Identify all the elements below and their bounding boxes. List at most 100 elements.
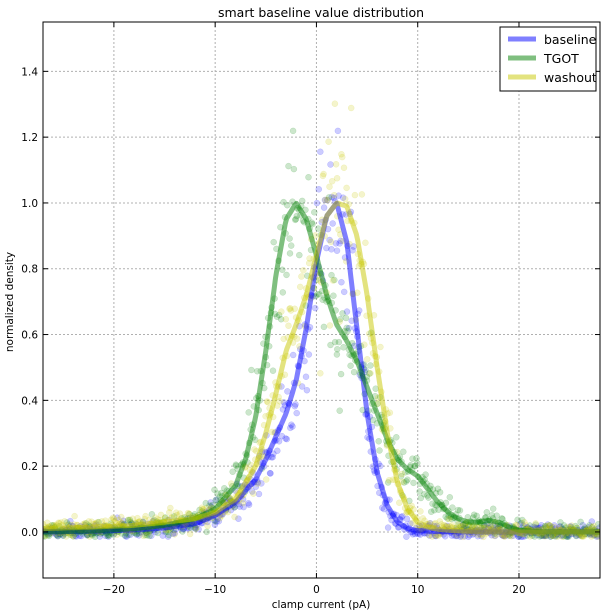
data-point [417, 494, 425, 502]
data-point [590, 522, 597, 530]
data-point [290, 165, 298, 173]
data-point [521, 518, 528, 526]
data-point [286, 305, 293, 313]
data-point [239, 499, 246, 507]
data-point [336, 407, 343, 414]
data-point [287, 424, 294, 432]
data-point [291, 402, 299, 410]
data-point [213, 518, 220, 525]
data-point [269, 453, 276, 461]
data-point [332, 161, 340, 168]
data-point [289, 127, 297, 135]
data-point [109, 514, 117, 522]
data-point [283, 271, 290, 279]
data-point [186, 530, 194, 538]
data-point [347, 104, 355, 112]
data-point [282, 435, 289, 442]
data-point [449, 504, 456, 511]
data-point [595, 520, 600, 528]
data-point [400, 448, 407, 456]
data-point [157, 511, 165, 519]
data-point [444, 515, 451, 522]
data-point [240, 503, 247, 511]
data-point [350, 368, 358, 376]
legend: baseline TGOT washout [499, 26, 597, 92]
data-point [489, 505, 497, 513]
data-point [335, 338, 343, 346]
data-point [407, 461, 414, 469]
data-point [71, 512, 78, 520]
data-point [252, 483, 260, 490]
data-point [305, 173, 312, 181]
y-tick-label: 1.0 [21, 198, 38, 210]
data-point [334, 127, 342, 135]
data-point [278, 308, 285, 315]
data-point [315, 291, 323, 298]
data-point [115, 516, 122, 524]
data-point [212, 496, 219, 504]
data-point [532, 520, 539, 527]
data-point [270, 238, 277, 246]
data-point [313, 199, 321, 207]
data-point [331, 338, 339, 346]
data-point [85, 518, 93, 525]
density-curves [43, 200, 600, 535]
data-point [325, 194, 333, 201]
data-point [325, 138, 332, 145]
chart-title: smart baseline value distribution [218, 5, 424, 20]
data-point [122, 533, 129, 540]
data-point [303, 386, 311, 394]
x-tick-label: −10 [204, 584, 226, 596]
data-point [298, 273, 305, 280]
data-point [427, 508, 435, 516]
data-point [367, 362, 374, 369]
data-point [211, 486, 218, 494]
data-point [375, 438, 382, 445]
plot-area [43, 22, 600, 578]
data-point [328, 177, 336, 185]
data-point [337, 370, 345, 378]
density-curve [43, 200, 600, 535]
data-point [403, 515, 411, 523]
data-point [206, 502, 213, 510]
y-tick-label: 1.4 [21, 66, 38, 78]
data-point [215, 518, 223, 525]
data-point [422, 471, 429, 478]
x-axis-label: clamp current (pA) [272, 599, 371, 611]
data-point [341, 195, 349, 203]
data-point [135, 532, 143, 539]
data-point [324, 196, 332, 204]
data-point [385, 476, 393, 484]
data-point [586, 522, 593, 529]
data-point [311, 304, 319, 312]
data-point [251, 446, 258, 453]
data-point [245, 409, 252, 416]
data-point [411, 462, 419, 469]
axis-ticks: −20 −10 0 10 20 0.0 0.2 0.4 0.6 0.8 1.0 1.2 1.4 [21, 22, 600, 596]
data-point [330, 191, 338, 199]
data-point [343, 308, 351, 315]
data-point [292, 401, 299, 408]
data-point [287, 242, 295, 249]
data-point [140, 532, 147, 540]
data-point [557, 519, 564, 526]
data-point [577, 518, 584, 526]
data-point [330, 292, 337, 299]
data-point [340, 288, 348, 296]
data-point [337, 237, 344, 245]
data-point [229, 468, 236, 475]
data-point [456, 507, 464, 514]
data-point [403, 478, 410, 485]
data-point [166, 509, 173, 516]
data-point [305, 351, 313, 358]
data-point [117, 513, 125, 521]
data-point [326, 183, 333, 191]
data-point [44, 519, 51, 527]
y-tick-label: 0.4 [21, 395, 38, 407]
data-point [143, 532, 151, 539]
data-point [102, 517, 109, 524]
data-point [329, 277, 337, 284]
data-point [386, 409, 394, 416]
data-point [567, 523, 574, 530]
data-point [322, 196, 329, 204]
